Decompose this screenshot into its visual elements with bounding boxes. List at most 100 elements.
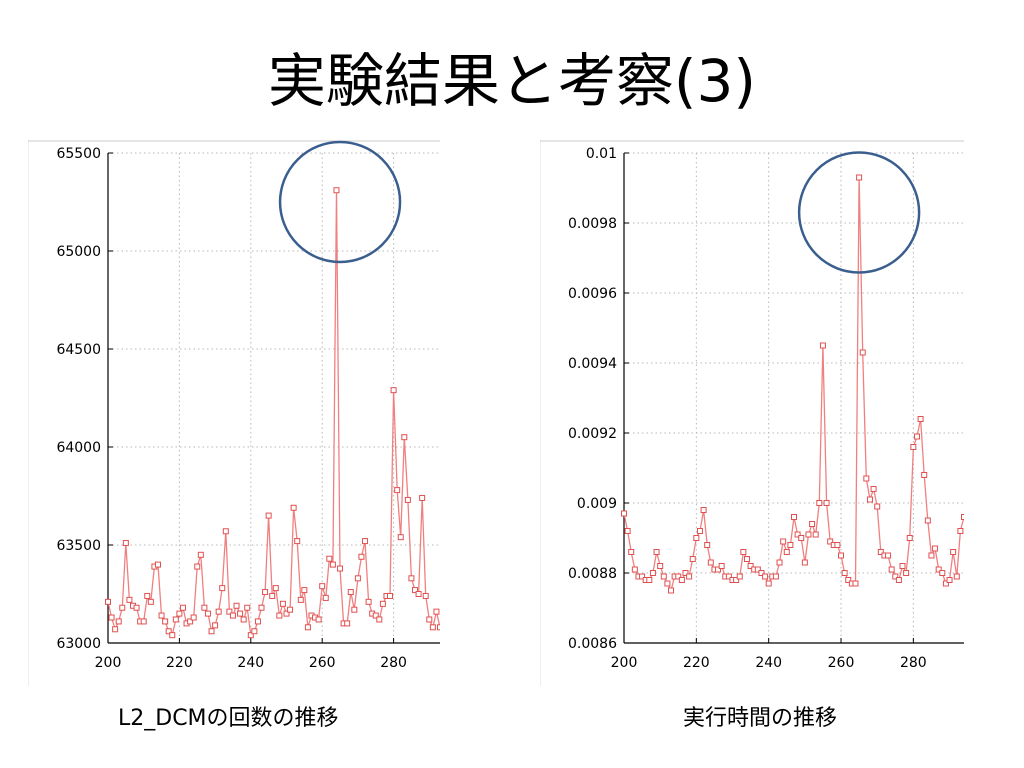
data-point	[765, 580, 772, 587]
data-point	[329, 561, 336, 568]
data-point	[426, 616, 433, 623]
data-point	[870, 486, 877, 492]
data-point	[244, 604, 251, 611]
data-point	[297, 596, 304, 603]
data-point	[269, 592, 276, 599]
data-point	[301, 587, 308, 594]
data-point	[866, 496, 873, 503]
data-point	[208, 628, 215, 635]
data-point	[279, 600, 286, 607]
x-tick-label: 260	[828, 655, 855, 671]
data-point	[631, 566, 638, 573]
data-point	[899, 563, 906, 569]
data-point	[696, 528, 703, 534]
data-point	[315, 616, 322, 623]
data-point	[140, 618, 147, 625]
data-point	[147, 598, 154, 605]
data-point	[387, 592, 394, 599]
data-point	[704, 542, 711, 548]
data-point	[798, 535, 805, 541]
data-point	[852, 580, 859, 587]
data-point	[758, 570, 765, 576]
data-point	[408, 575, 415, 582]
data-point	[176, 610, 183, 617]
data-point	[733, 577, 740, 583]
data-point	[194, 563, 201, 570]
data-point	[653, 549, 660, 555]
data-point	[237, 610, 244, 617]
data-point	[294, 538, 301, 545]
data-point	[953, 573, 960, 580]
x-tick-label: 200	[611, 655, 638, 671]
data-point	[179, 604, 186, 611]
data-point	[838, 552, 845, 559]
data-point	[743, 556, 750, 562]
data-point	[169, 632, 176, 639]
data-point	[362, 538, 369, 545]
y-tick-label: 63000	[56, 636, 101, 652]
data-point	[197, 551, 204, 558]
data-point	[233, 602, 240, 609]
data-point	[283, 610, 290, 617]
data-point	[133, 604, 140, 611]
y-tick-label: 0.0092	[568, 426, 617, 442]
data-point	[950, 549, 957, 555]
data-point	[794, 531, 801, 538]
x-tick-label: 280	[900, 655, 927, 671]
data-point	[419, 494, 426, 501]
data-point	[265, 512, 272, 519]
data-point	[668, 587, 675, 594]
data-point	[358, 553, 365, 560]
data-point	[112, 626, 119, 633]
data-point	[646, 577, 653, 583]
data-point	[219, 585, 226, 592]
data-point	[624, 528, 631, 534]
data-point	[892, 573, 899, 580]
data-point	[874, 503, 881, 510]
data-point	[422, 592, 429, 599]
y-tick-label: 0.0096	[568, 286, 617, 302]
data-point	[333, 187, 340, 194]
data-point	[154, 561, 161, 568]
data-point	[397, 534, 404, 541]
data-point	[664, 580, 671, 587]
data-point	[910, 444, 917, 450]
data-point	[700, 507, 707, 513]
data-point	[957, 528, 964, 534]
data-point	[287, 606, 294, 613]
data-point	[254, 618, 261, 625]
data-point	[247, 632, 254, 639]
exec-time-caption: 実行時間の推移	[683, 706, 838, 731]
data-point	[204, 610, 211, 617]
data-point	[437, 624, 440, 631]
data-point	[190, 614, 197, 621]
data-point	[715, 566, 722, 573]
data-point	[376, 616, 383, 623]
y-tick-label: 0.0086	[568, 636, 617, 652]
data-point	[689, 556, 696, 562]
data-point	[935, 566, 942, 573]
data-point	[115, 618, 122, 625]
data-point	[682, 570, 689, 576]
data-point	[718, 563, 725, 569]
data-point	[212, 622, 219, 629]
data-point	[812, 531, 819, 538]
data-point	[165, 628, 172, 635]
data-point	[201, 604, 208, 611]
y-tick-label: 0.01	[586, 146, 617, 162]
data-point	[290, 504, 297, 511]
highlight-circle	[278, 140, 402, 264]
x-tick-label: 240	[237, 655, 264, 671]
y-tick-label: 63500	[56, 538, 101, 554]
data-point	[657, 563, 664, 569]
data-point	[885, 552, 892, 559]
data-point	[272, 585, 279, 592]
data-point	[639, 573, 646, 580]
data-point	[122, 540, 129, 547]
x-tick-label: 260	[309, 655, 336, 671]
data-point	[404, 496, 411, 503]
data-point	[229, 612, 236, 619]
data-point	[707, 559, 714, 566]
data-point	[347, 589, 354, 596]
data-point	[675, 573, 682, 580]
